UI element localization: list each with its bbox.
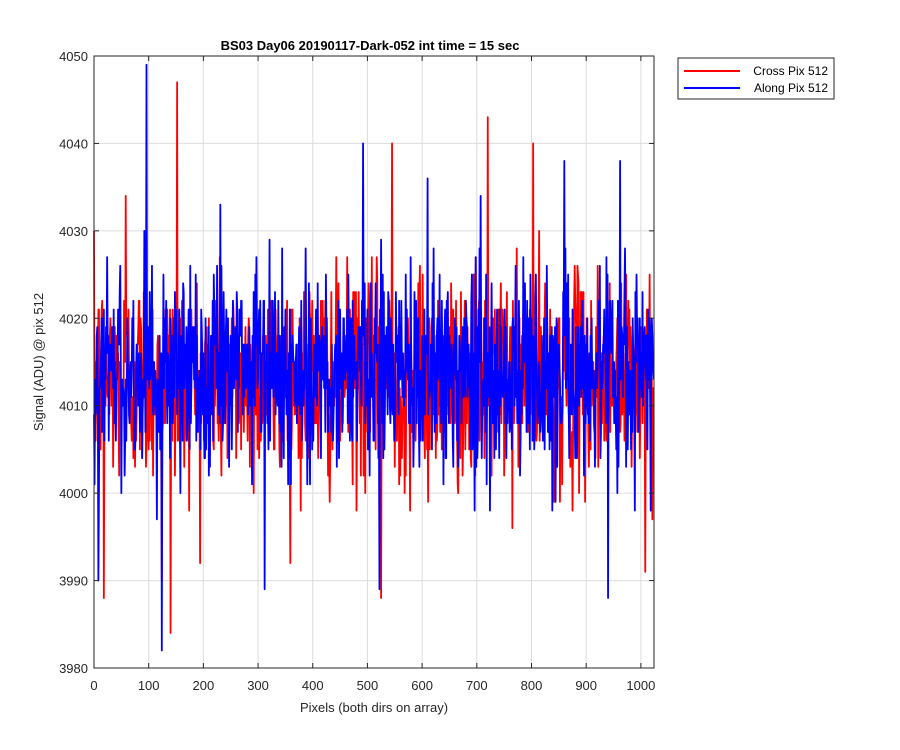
x-tick-label: 100 bbox=[138, 678, 160, 693]
y-tick-label: 4040 bbox=[59, 136, 88, 151]
y-axis-label: Signal (ADU) @ pix 512 bbox=[31, 293, 46, 431]
y-tick-label: 4030 bbox=[59, 224, 88, 239]
x-tick-label: 300 bbox=[247, 678, 269, 693]
x-tick-label: 0 bbox=[90, 678, 97, 693]
series-layer bbox=[93, 63, 655, 652]
x-tick-label: 400 bbox=[302, 678, 324, 693]
legend: Cross Pix 512 Along Pix 512 bbox=[677, 57, 835, 100]
y-axis: 3980 3990 4000 4010 4020 4030 4040 4050 bbox=[59, 49, 654, 676]
y-tick-label: 3990 bbox=[59, 574, 88, 589]
y-tick-label: 3980 bbox=[59, 661, 88, 676]
x-tick-label: 800 bbox=[521, 678, 543, 693]
legend-entry-along: Along Pix 512 bbox=[684, 81, 828, 95]
x-axis: 0 100 200 300 400 500 600 700 800 900 1000 bbox=[90, 56, 655, 693]
plot-area bbox=[93, 55, 655, 669]
axes-box bbox=[93, 55, 655, 669]
legend-label-cross: Cross Pix 512 bbox=[753, 64, 828, 78]
x-tick-label: 1000 bbox=[626, 678, 655, 693]
x-tick-label: 700 bbox=[466, 678, 488, 693]
legend-box bbox=[677, 57, 835, 100]
x-tick-label: 600 bbox=[411, 678, 433, 693]
legend-label-along: Along Pix 512 bbox=[754, 81, 828, 95]
x-tick-label: 900 bbox=[575, 678, 597, 693]
series-line-along-pix bbox=[93, 63, 655, 652]
y-tick-label: 4050 bbox=[59, 49, 88, 64]
x-axis-label: Pixels (both dirs on array) bbox=[300, 700, 448, 715]
y-tick-label: 4020 bbox=[59, 311, 88, 326]
y-tick-label: 4000 bbox=[59, 486, 88, 501]
x-tick-label: 500 bbox=[357, 678, 379, 693]
x-tick-label: 200 bbox=[193, 678, 215, 693]
legend-entry-cross: Cross Pix 512 bbox=[684, 64, 828, 78]
y-tick-label: 4010 bbox=[59, 399, 88, 414]
chart-title: BS03 Day06 20190117-Dark-052 int time = … bbox=[221, 38, 520, 53]
